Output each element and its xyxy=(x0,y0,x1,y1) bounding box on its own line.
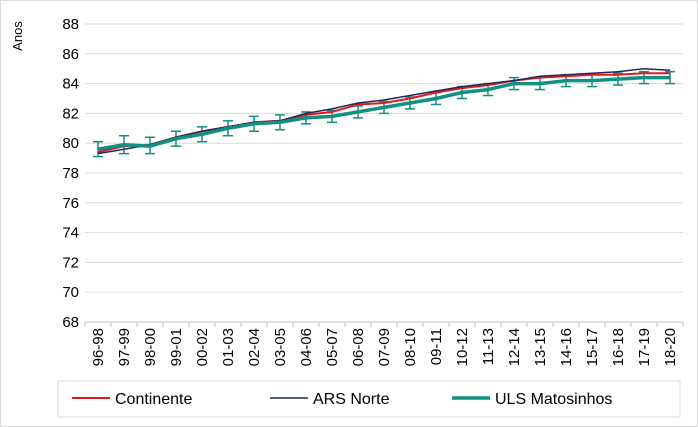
y-tick-label: 88 xyxy=(62,16,79,33)
x-tick-label: 05-07 xyxy=(324,328,341,366)
gridlines xyxy=(85,23,683,323)
y-tick-label: 68 xyxy=(62,314,79,331)
x-tick-label: 13-15 xyxy=(532,328,549,366)
y-axis-ticks: 68 70 72 74 76 78 80 82 84 86 88 xyxy=(62,16,79,331)
legend-item: ULS Matosinhos xyxy=(452,391,612,408)
legend-item: Continente xyxy=(72,391,192,408)
x-tick-label: 12-14 xyxy=(506,328,523,366)
x-tick-label: 96-98 xyxy=(90,328,107,366)
x-tick-label: 03-05 xyxy=(272,328,289,366)
x-tick-label: 97-99 xyxy=(116,328,133,366)
x-tick-label: 16-18 xyxy=(610,328,627,366)
series-lines xyxy=(97,67,671,155)
legend-label: ULS Matosinhos xyxy=(495,391,612,408)
legend-item: ARS Norte xyxy=(270,391,390,408)
legend-label: Continente xyxy=(115,391,192,408)
x-tick-label: 14-16 xyxy=(558,328,575,366)
y-tick-label: 74 xyxy=(62,225,79,242)
y-tick-label: 76 xyxy=(62,195,79,212)
x-tick-label: 15-17 xyxy=(584,328,601,366)
series-line-ars-norte xyxy=(97,67,671,155)
legend: Continente ARS Norte ULS Matosinhos xyxy=(57,380,681,418)
y-tick-label: 78 xyxy=(62,165,79,182)
x-tick-label: 00-02 xyxy=(194,328,211,366)
x-tick-label: 99-01 xyxy=(168,328,185,366)
x-tick-label: 98-00 xyxy=(142,328,159,366)
legend-label: ARS Norte xyxy=(313,391,390,408)
x-tick-label: 17-19 xyxy=(636,328,653,366)
x-axis: 96-98 97-99 98-00 99-01 00-02 01-03 02-04 03-05… xyxy=(84,321,684,366)
x-tick-label: 09-11 xyxy=(428,328,445,365)
x-tick-label: 18-20 xyxy=(662,328,679,366)
y-axis-label: Anos xyxy=(10,21,25,51)
error-bars xyxy=(93,70,675,158)
x-tick-label: 01-03 xyxy=(220,328,237,366)
y-tick-label: 84 xyxy=(62,76,79,93)
x-tick-label: 10-12 xyxy=(454,328,471,366)
y-tick-label: 86 xyxy=(62,46,79,63)
x-tick-label: 08-10 xyxy=(402,328,419,366)
y-tick-label: 72 xyxy=(62,254,79,271)
y-tick-label: 82 xyxy=(62,105,79,122)
series-line-uls-matosinhos xyxy=(97,75,670,151)
x-tick-label: 11-13 xyxy=(480,328,497,365)
y-tick-label: 70 xyxy=(62,284,79,301)
x-tick-label: 04-06 xyxy=(298,328,315,366)
legend-box xyxy=(57,380,681,418)
x-tick-label: 07-09 xyxy=(376,328,393,366)
x-tick-label: 06-08 xyxy=(350,328,367,366)
x-tick-label: 02-04 xyxy=(246,328,263,366)
y-tick-label: 80 xyxy=(62,135,79,152)
